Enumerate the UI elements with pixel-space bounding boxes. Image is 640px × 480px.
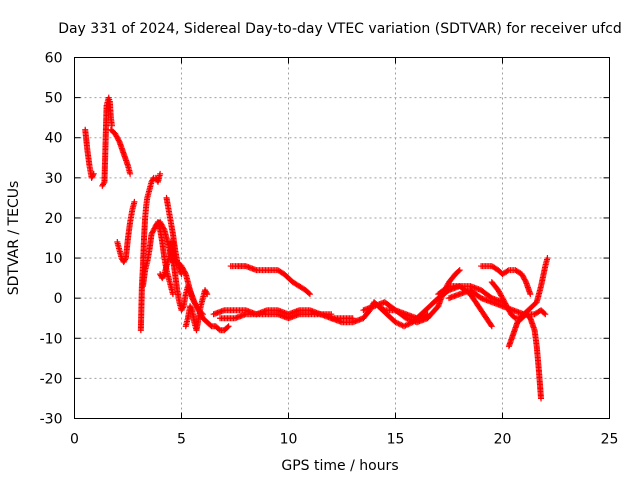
data-point — [527, 291, 534, 298]
data-point — [122, 256, 129, 263]
data-point — [522, 277, 529, 284]
y-tick-label: 0 — [54, 291, 63, 307]
data-point — [108, 122, 115, 129]
data-point — [456, 267, 463, 274]
series-arc-15 — [227, 263, 313, 298]
data-point — [204, 291, 211, 298]
y-tick-label: 10 — [45, 251, 63, 267]
data-point — [306, 291, 313, 298]
data-point — [115, 137, 122, 144]
series-arc-4 — [114, 198, 138, 266]
data-point — [169, 291, 176, 298]
data-point — [182, 269, 189, 276]
chart-title: Day 331 of 2024, Sidereal Day-to-day VTE… — [58, 21, 622, 37]
data-point — [131, 198, 138, 205]
series-arc-1 — [82, 126, 97, 181]
data-point — [179, 304, 186, 311]
data-points — [82, 94, 551, 402]
y-tick-label: 30 — [45, 171, 63, 187]
axis-ticks: 0 5 10 15 20 25 -30 -20 -10 0 10 20 30 40 50 60 — [40, 51, 619, 448]
data-point — [305, 290, 312, 297]
data-point — [504, 267, 511, 274]
y-tick-label: -30 — [40, 412, 63, 428]
series-arc-12 — [182, 287, 211, 334]
data-point — [225, 323, 232, 330]
data-point — [157, 170, 164, 177]
data-point — [487, 322, 494, 329]
data-point — [455, 268, 462, 275]
y-tick-label: -10 — [40, 331, 63, 347]
y-tick-label: 40 — [45, 131, 63, 147]
data-point — [203, 289, 210, 296]
data-point — [90, 170, 97, 177]
data-point — [160, 272, 167, 279]
y-tick-label: 50 — [45, 91, 63, 107]
data-point — [544, 255, 551, 262]
x-tick-label: 15 — [387, 432, 405, 448]
y-tick-label: -20 — [40, 371, 63, 387]
series-arc-2 — [99, 94, 115, 189]
series-arc-3 — [107, 126, 134, 177]
data-point — [542, 311, 549, 318]
series-arc-20 — [446, 287, 549, 318]
grid-lines — [74, 57, 610, 419]
y-axis-label: SDTVAR / TECUs — [6, 181, 22, 296]
data-point — [90, 172, 97, 179]
y-tick-label: 60 — [45, 51, 63, 67]
x-axis-label: GPS time / hours — [281, 458, 398, 474]
data-point — [224, 324, 231, 331]
series-arc-21 — [478, 263, 534, 298]
data-point — [127, 170, 134, 177]
x-tick-label: 10 — [280, 432, 298, 448]
data-point — [188, 305, 195, 312]
x-tick-label: 5 — [177, 432, 186, 448]
x-tick-label: 20 — [494, 432, 512, 448]
data-point — [100, 180, 107, 187]
series-arc-23 — [505, 311, 545, 402]
plot-frame — [74, 57, 610, 419]
x-tick-label: 0 — [70, 432, 79, 448]
x-tick-label: 25 — [601, 432, 619, 448]
data-point — [444, 284, 451, 291]
y-tick-label: 20 — [45, 211, 63, 227]
data-point — [538, 395, 545, 402]
data-point — [541, 310, 548, 317]
data-point — [488, 323, 495, 330]
